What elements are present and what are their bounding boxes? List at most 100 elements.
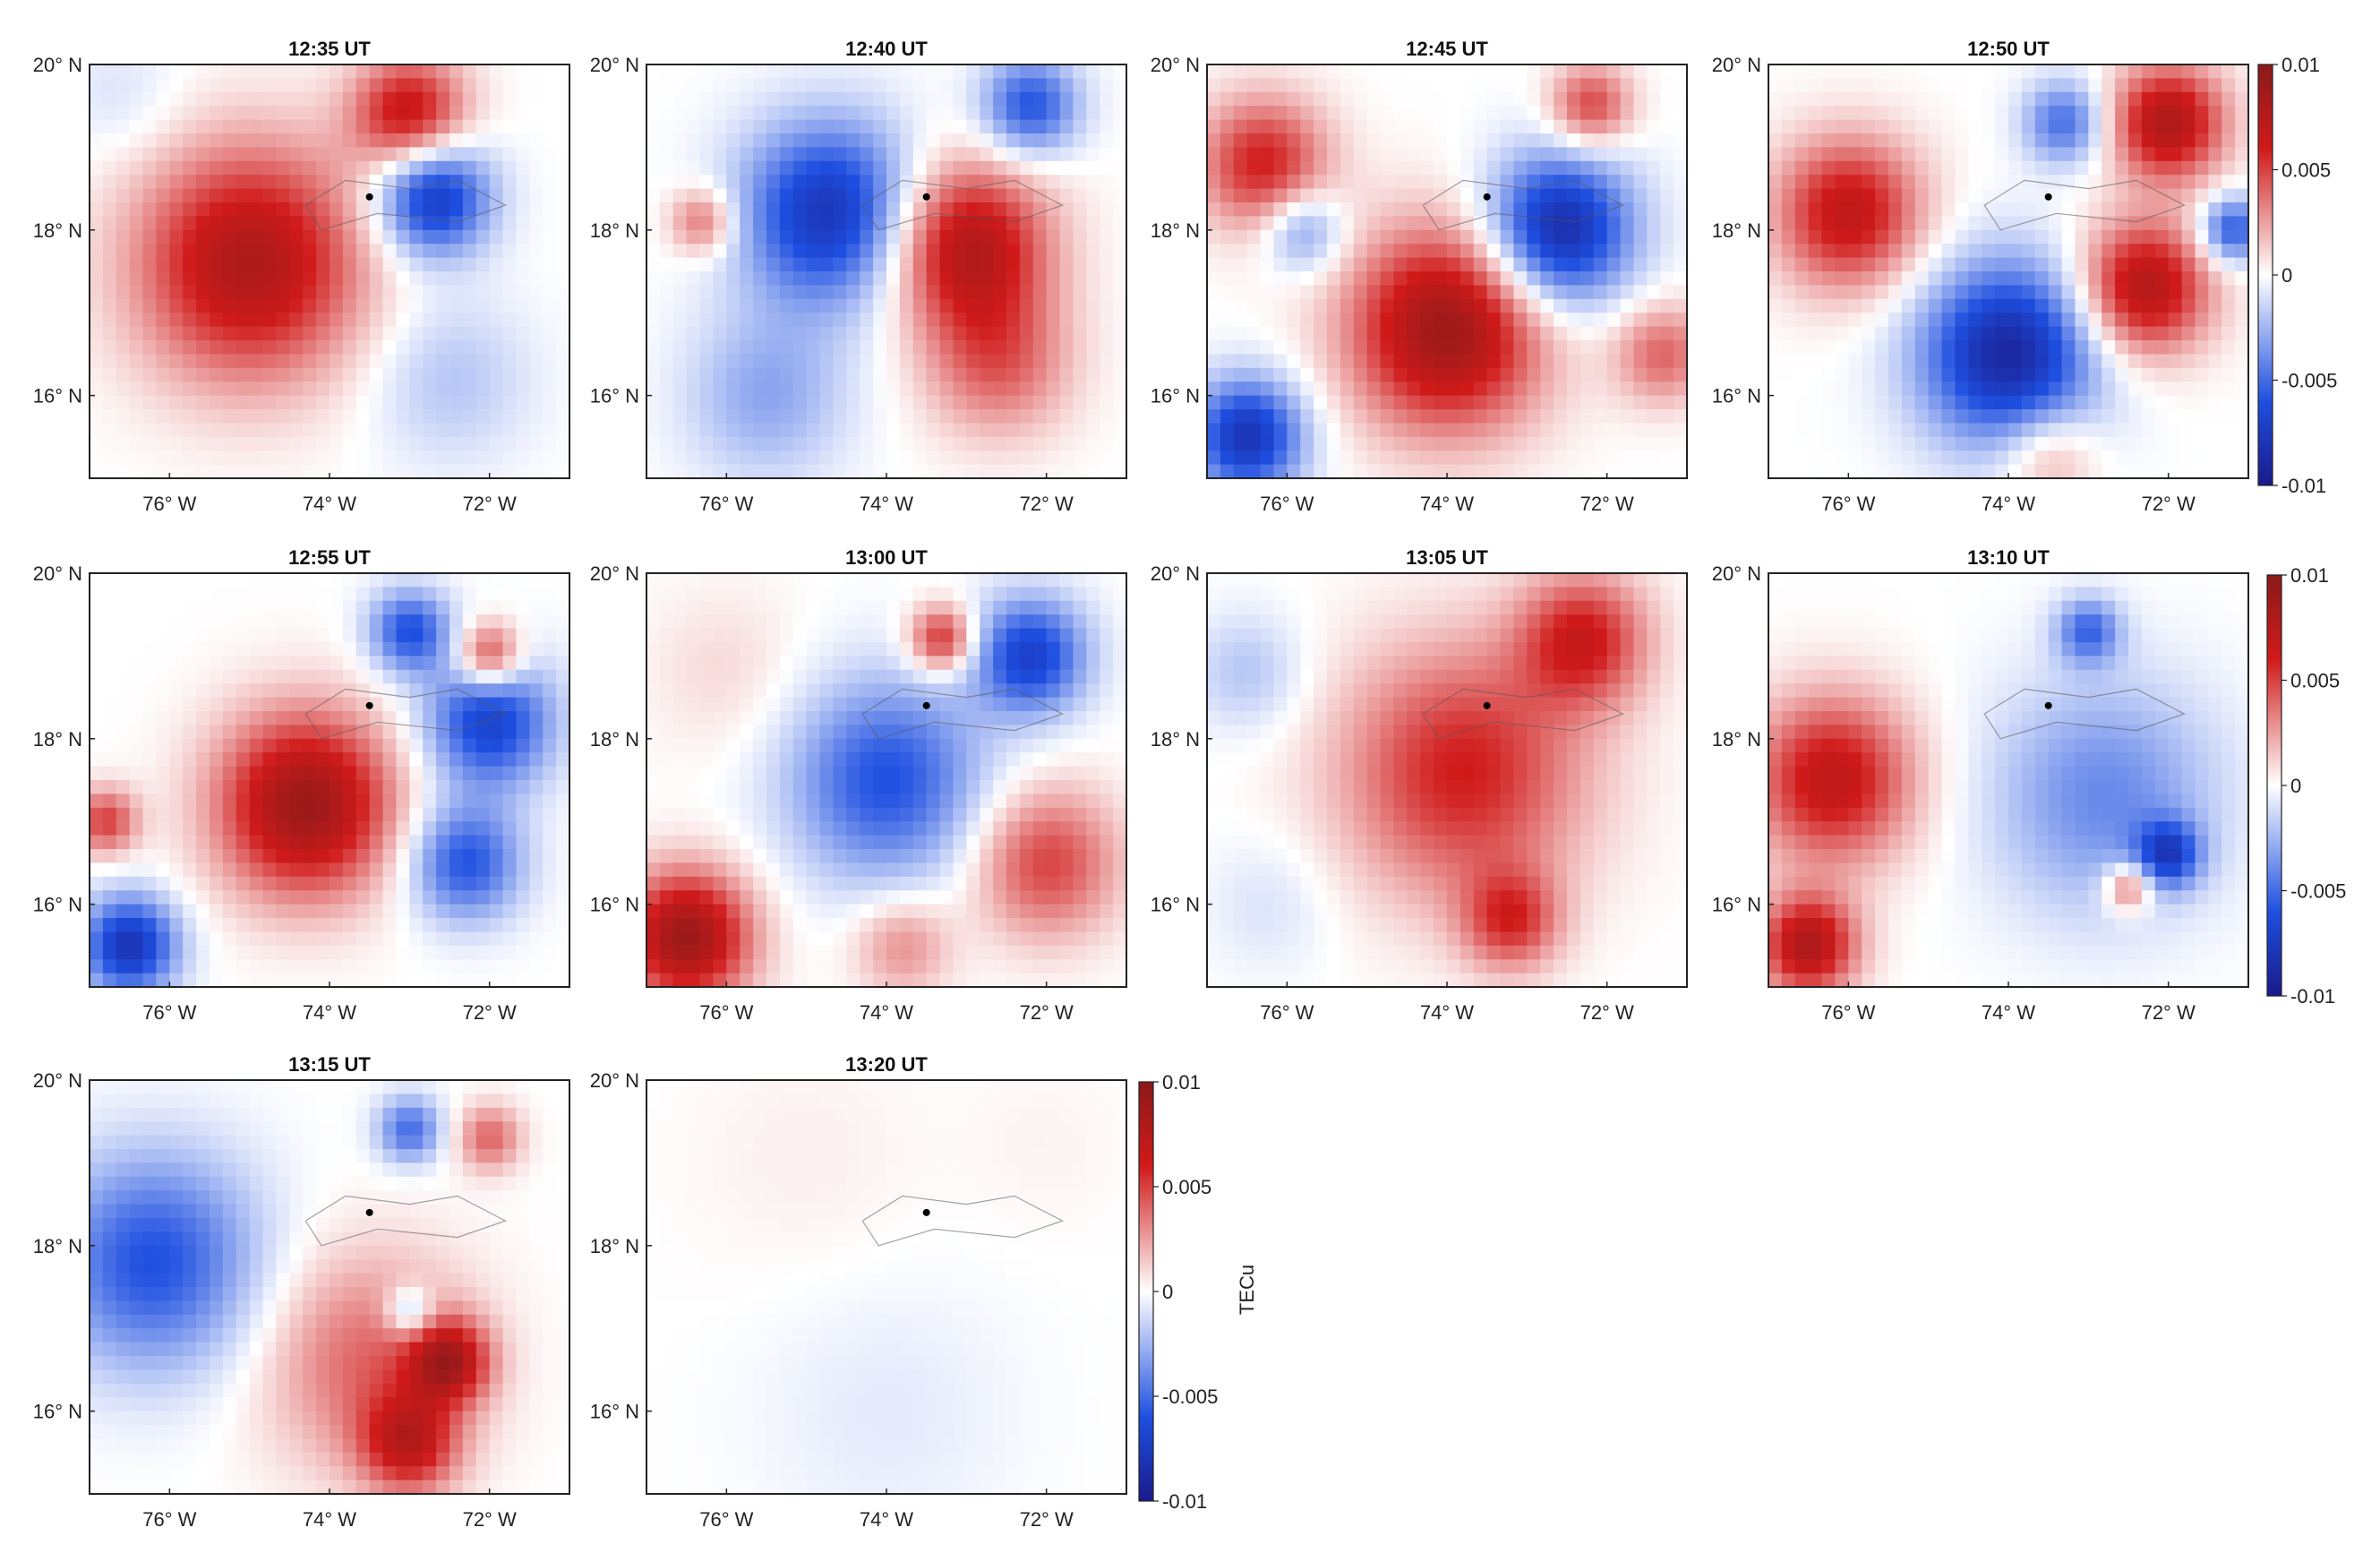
heatmap-cell xyxy=(142,409,158,424)
heatmap-cell xyxy=(1019,285,1034,300)
heatmap-cell xyxy=(1513,64,1528,79)
heatmap-cell xyxy=(276,78,290,93)
heatmap-cell xyxy=(912,229,928,245)
heatmap-cell xyxy=(1567,298,1581,313)
heatmap-cell xyxy=(369,436,384,451)
heatmap-cell xyxy=(2222,354,2236,369)
heatmap-cell xyxy=(183,91,197,107)
heatmap-cell xyxy=(1848,285,1862,300)
heatmap-cell xyxy=(1032,354,1048,369)
heatmap-cell xyxy=(116,725,131,740)
heatmap-cell xyxy=(953,354,967,369)
heatmap-cell xyxy=(1420,64,1434,79)
heatmap-cell xyxy=(156,313,170,328)
heatmap-cell xyxy=(1580,147,1595,162)
heatmap-cell xyxy=(1968,354,1982,369)
heatmap-cell xyxy=(289,849,304,863)
heatmap-cell xyxy=(330,78,344,93)
heatmap-cell xyxy=(436,78,450,93)
heatmap-cell xyxy=(1606,91,1622,107)
heatmap-cell xyxy=(1353,78,1368,93)
heatmap-cell xyxy=(2235,271,2249,286)
heatmap-cell xyxy=(2168,340,2183,355)
heatmap-cell xyxy=(129,752,144,768)
heatmap-cell xyxy=(1220,188,1235,203)
heatmap-cell xyxy=(342,931,357,947)
heatmap-cell xyxy=(1955,160,1969,176)
heatmap-cell xyxy=(90,876,104,891)
heatmap-cell xyxy=(303,271,317,286)
heatmap-cell xyxy=(1808,244,1823,259)
heatmap-cell xyxy=(142,918,158,932)
heatmap-cell xyxy=(1540,106,1554,121)
heatmap-cell xyxy=(1073,367,1087,382)
heatmap-cell xyxy=(330,959,344,974)
heatmap-cell xyxy=(475,464,491,479)
heatmap-cell xyxy=(1366,216,1382,231)
heatmap-cell xyxy=(183,216,197,231)
heatmap-cell xyxy=(1606,298,1622,313)
heatmap-cell xyxy=(1393,133,1408,148)
heatmap-cell xyxy=(1246,91,1262,107)
heatmap-cell xyxy=(289,876,304,891)
heatmap-cell xyxy=(276,229,290,245)
heatmap-cell xyxy=(436,160,450,176)
heatmap-cell xyxy=(1287,202,1301,217)
heatmap-cell xyxy=(860,147,874,162)
heatmap-cell xyxy=(2034,119,2050,134)
heatmap-cell xyxy=(369,175,384,190)
heatmap-cell xyxy=(289,160,304,176)
heatmap-cell xyxy=(1073,160,1087,176)
heatmap-cell xyxy=(276,766,290,781)
heatmap-cell xyxy=(249,257,264,272)
heatmap-cell xyxy=(1100,106,1114,121)
heatmap-cell xyxy=(1300,147,1314,162)
heatmap-cell xyxy=(1606,119,1622,134)
heatmap-cell xyxy=(409,464,424,479)
heatmap-cell xyxy=(342,945,357,960)
heatmap-cell xyxy=(355,326,371,341)
heatmap-cell xyxy=(1006,436,1021,451)
heatmap-cell xyxy=(342,780,357,794)
heatmap-cell xyxy=(262,573,278,588)
heatmap-cell xyxy=(2048,106,2063,121)
heatmap-cell xyxy=(966,257,980,272)
heatmap-cell xyxy=(2222,340,2236,355)
heatmap-cell xyxy=(449,91,464,107)
heatmap-cell xyxy=(1513,188,1528,203)
heatmap-cell xyxy=(806,229,821,245)
heatmap-cell xyxy=(102,160,117,176)
heatmap-cell xyxy=(1059,450,1074,466)
heatmap-cell xyxy=(2115,395,2129,410)
heatmap-cell xyxy=(1300,188,1314,203)
heatmap-cell xyxy=(1407,340,1421,355)
heatmap-cell xyxy=(1486,423,1502,438)
heatmap-cell xyxy=(792,160,808,176)
heatmap-cell xyxy=(183,202,197,217)
heatmap-cell xyxy=(1982,133,1996,148)
heatmap-cell xyxy=(699,409,715,424)
heatmap-cell xyxy=(1059,106,1074,121)
heatmap-cell xyxy=(1660,367,1674,382)
heatmap-cell xyxy=(1340,313,1355,328)
heatmap-cell xyxy=(1086,216,1100,231)
heatmap-cell xyxy=(1486,202,1502,217)
heatmap-cell xyxy=(1554,326,1568,341)
heatmap-cell xyxy=(1941,78,1956,93)
heatmap-cell xyxy=(516,244,530,259)
heatmap-cell xyxy=(1527,64,1541,79)
heatmap-cell xyxy=(953,409,967,424)
heatmap-cell xyxy=(753,464,767,479)
heatmap-cell xyxy=(833,464,847,479)
heatmap-cell xyxy=(116,464,131,479)
heatmap-cell xyxy=(330,147,344,162)
heatmap-cell xyxy=(886,450,901,466)
heatmap-cell xyxy=(116,821,131,837)
heatmap-cell xyxy=(2235,423,2249,438)
heatmap-cell xyxy=(1420,133,1434,148)
heatmap-cell xyxy=(2235,354,2249,369)
heatmap-cell xyxy=(1073,382,1087,397)
heatmap-cell xyxy=(1781,285,1796,300)
heatmap-cell xyxy=(1848,340,1862,355)
heatmap-cell xyxy=(1955,119,1969,134)
